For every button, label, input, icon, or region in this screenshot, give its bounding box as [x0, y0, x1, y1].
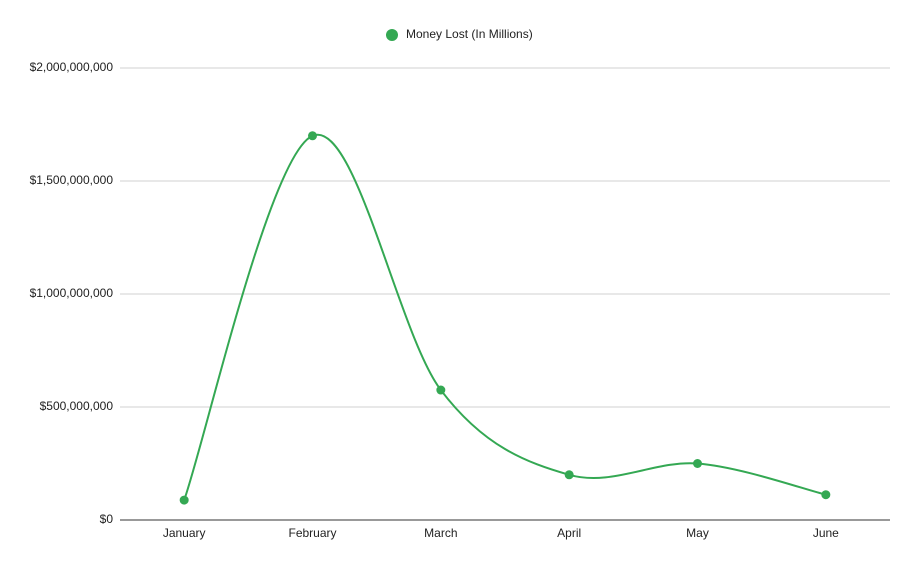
y-tick-label: $500,000,000: [40, 399, 114, 413]
data-point: [308, 131, 317, 141]
legend-marker: [386, 29, 398, 41]
data-point: [436, 385, 446, 395]
x-tick-label: March: [424, 526, 457, 540]
y-tick-label: $0: [100, 512, 114, 526]
data-point: [564, 470, 574, 480]
legend: Money Lost (In Millions): [386, 27, 533, 41]
x-tick-label: February: [288, 526, 336, 540]
data-point: [179, 495, 189, 505]
x-tick-label: January: [163, 526, 206, 540]
series-line: [183, 133, 827, 501]
data-point: [693, 459, 702, 468]
legend-label: Money Lost (In Millions): [406, 27, 533, 41]
y-tick-label: $1,500,000,000: [30, 173, 114, 187]
x-tick-label: May: [686, 526, 709, 540]
data-point: [821, 490, 831, 500]
y-tick-label: $1,000,000,000: [30, 286, 114, 300]
x-tick-label: June: [813, 526, 839, 540]
x-tick-label: April: [557, 526, 581, 540]
y-tick-label: $2,000,000,000: [30, 60, 114, 74]
